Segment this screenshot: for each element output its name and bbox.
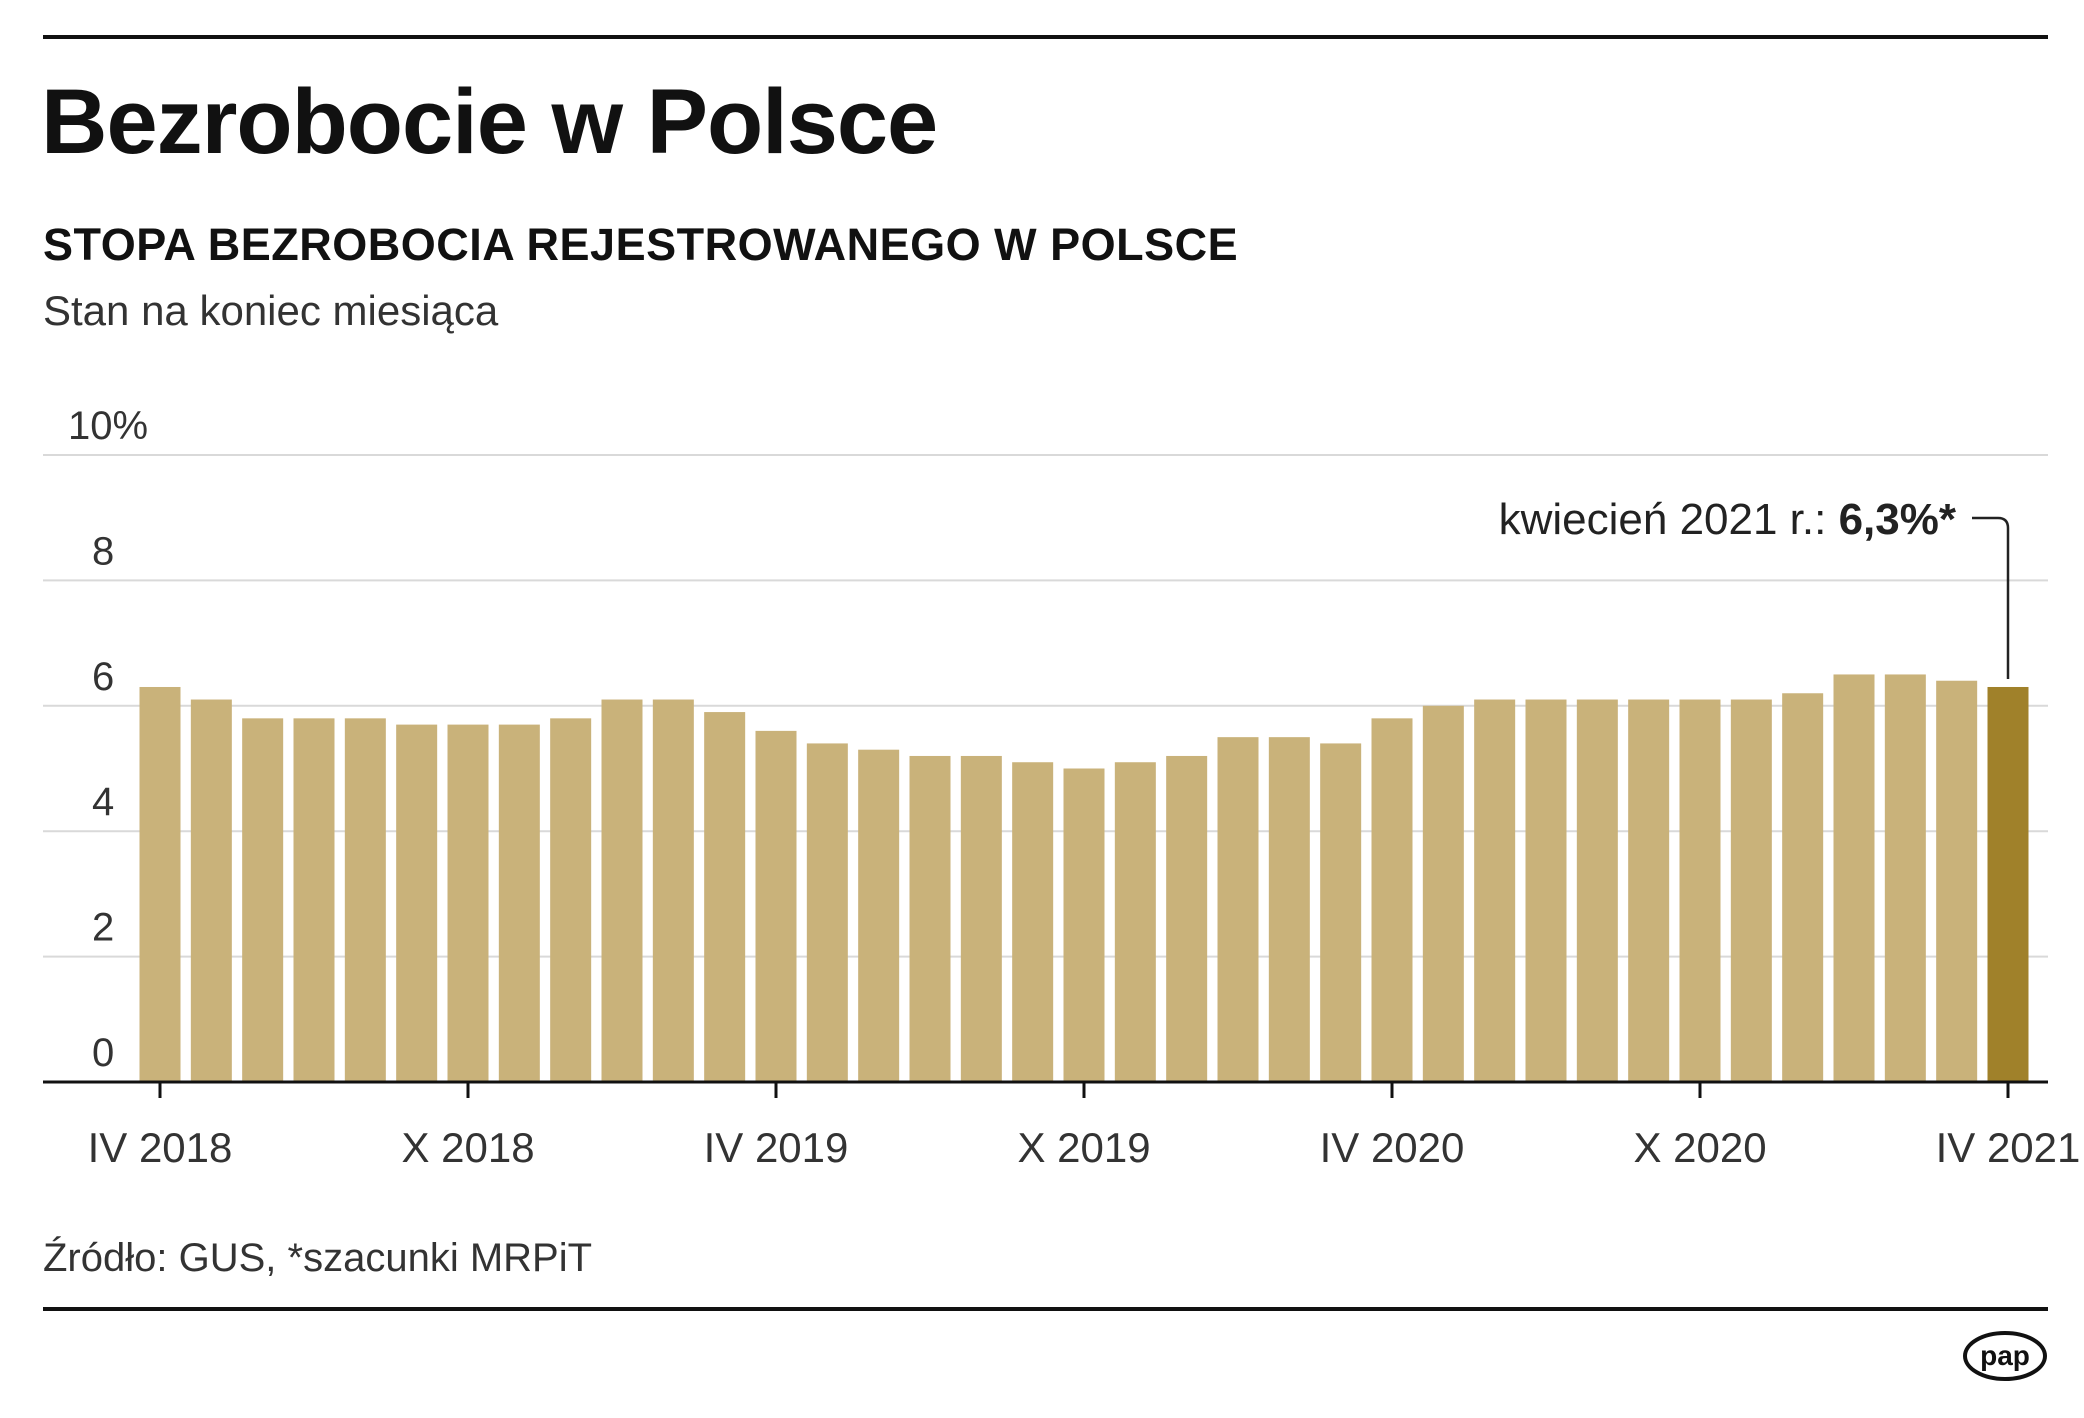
x-tick-label: IV 2019 [704,1124,849,1171]
bars [139,674,2029,1082]
annotation-label: kwiecień 2021 r.: [1499,495,1839,544]
bar [1217,737,1259,1082]
y-tick-label: 0 [92,1031,114,1075]
bar [704,712,746,1082]
y-tick-label: 10% [68,404,148,448]
bar [652,699,694,1082]
bar [1012,762,1054,1082]
bar [1833,674,1875,1082]
bar [190,699,232,1082]
x-tick-label: X 2018 [401,1124,534,1171]
x-tick-label: IV 2021 [1936,1124,2081,1171]
bar [1268,737,1310,1082]
bar [1679,699,1721,1082]
bar [550,718,592,1082]
bar-highlight [1987,686,2029,1082]
bar [1320,743,1362,1082]
x-tick-label: X 2020 [1633,1124,1766,1171]
pap-logo-text: pap [1980,1340,2030,1371]
bar [139,686,181,1082]
annotation-text: kwiecień 2021 r.: 6,3%* [1499,495,1957,544]
bar [806,743,848,1082]
y-tick-label: 4 [92,780,114,824]
bar [1114,762,1156,1082]
bar [601,699,643,1082]
bar [1422,705,1464,1082]
chart-subtitle: STOPA BEZROBOCIA REJESTROWANEGO W POLSCE [43,219,1239,270]
bar [909,755,951,1082]
bar [1371,718,1413,1082]
y-tick-label: 2 [92,906,114,950]
y-axis-ticks: 0 2 4 6 8 10% [68,404,148,1075]
annotation: kwiecień 2021 r.: 6,3%* [1499,495,2010,679]
top-rule [43,35,2048,39]
bottom-rule [43,1307,2048,1311]
bar [1474,699,1516,1082]
bar [1576,699,1618,1082]
bar [396,724,438,1082]
bar [1782,693,1824,1082]
bar [344,718,386,1082]
bar [960,755,1002,1082]
y-tick-label: 6 [92,655,114,699]
bar [1936,680,1978,1082]
pap-logo: pap [1963,1331,2047,1381]
bar [293,718,335,1082]
annotation-value: 6,3%* [1839,495,1957,544]
bar [1525,699,1567,1082]
chart-note: Stan na koniec miesiąca [43,287,499,334]
bar [1628,699,1670,1082]
x-tick-label: X 2019 [1017,1124,1150,1171]
annotation-callout-line [1972,516,2010,679]
bar [498,724,540,1082]
bar [1730,699,1772,1082]
x-tick-label: IV 2020 [1320,1124,1465,1171]
bar [1884,674,1926,1082]
bar [858,749,900,1082]
bar [447,724,489,1082]
x-axis-ticks: IV 2018 X 2018 IV 2019 X 2019 IV 2020 X 2020 I… [88,1082,2081,1171]
source-note: Źródło: GUS, *szacunki MRPiT [43,1236,593,1280]
page-title: Bezrobocie w Polsce [41,71,938,173]
bar [1063,768,1105,1082]
bar [1166,755,1208,1082]
bar [755,730,797,1082]
bar [242,718,284,1082]
x-tick-label: IV 2018 [88,1124,233,1171]
y-tick-label: 8 [92,529,114,573]
